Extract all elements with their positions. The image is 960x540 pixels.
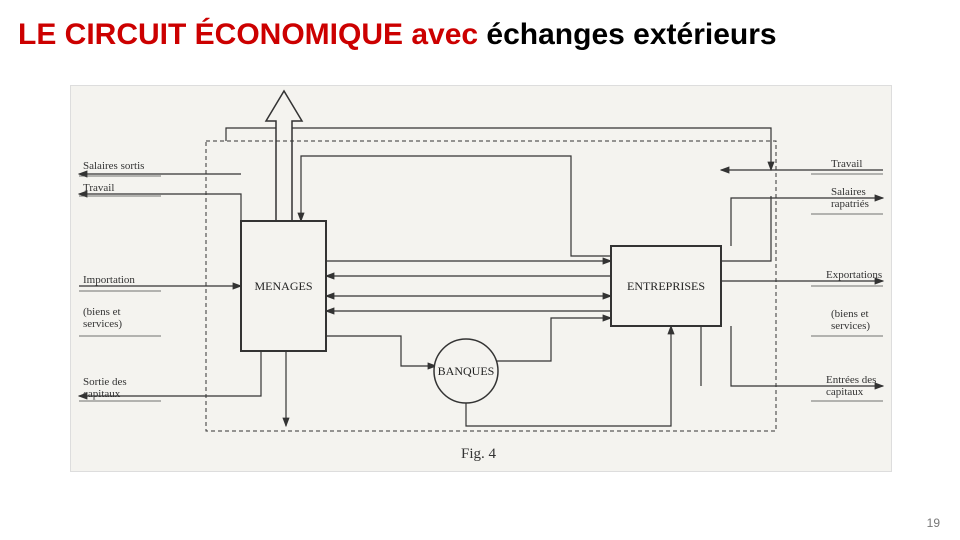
label-biens-services-l: (biens et services) [83, 306, 122, 330]
label-sortie-capitaux: Sortie des capitaux [83, 376, 127, 400]
title-red-part: LE CIRCUIT ÉCONOMIQUE avec [18, 18, 486, 51]
label-salaires-rap: Salaires rapatriés [831, 186, 869, 210]
diagram-svg [71, 86, 891, 471]
label-salaires-sortis: Salaires sortis [83, 160, 144, 172]
label-entrees-capitaux: Entrées des capitaux [826, 374, 876, 398]
label-exportations: Exportations [826, 269, 882, 281]
title-black-part: échanges extérieurs [486, 18, 776, 51]
label-biens-services-r: (biens et services) [831, 308, 870, 332]
label-travail-left: Travail [83, 182, 114, 194]
label-importation: Importation [83, 274, 135, 286]
menages-label: MENAGES [241, 279, 326, 294]
entreprises-label: ENTREPRISES [611, 279, 721, 294]
figure-caption: Fig. 4 [461, 446, 496, 463]
page-title: LE CIRCUIT ÉCONOMIQUE avec échanges exté… [18, 18, 777, 52]
economic-circuit-diagram: MENAGES ENTREPRISES BANQUES Salaires sor… [70, 85, 892, 472]
page-number: 19 [927, 516, 940, 530]
label-travail-right: Travail [831, 158, 862, 170]
banques-label: BANQUES [434, 364, 498, 379]
